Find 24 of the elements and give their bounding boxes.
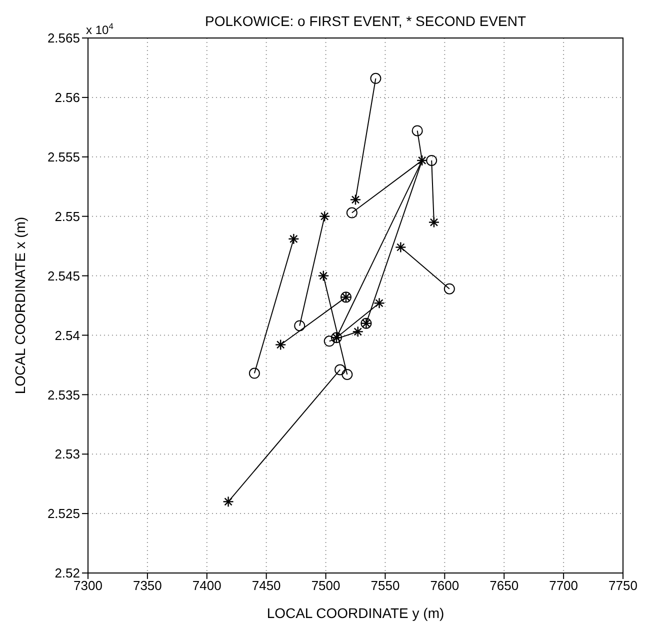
- x-tick-label: 7550: [370, 578, 400, 594]
- x-axis-title: LOCAL COORDINATE y (m): [266, 605, 444, 621]
- x-tick-label: 7750: [608, 578, 638, 594]
- x-tick-label: 7300: [74, 578, 102, 594]
- y-axis-title: LOCAL COORDINATE x (m): [12, 216, 28, 394]
- y-tick-label: 2.55: [54, 208, 80, 224]
- x-tick-label: 7350: [132, 578, 162, 594]
- y-tick-label: 2.555: [47, 150, 80, 165]
- y-tick-label: 2.54: [54, 328, 80, 343]
- x-tick-label: 7700: [549, 578, 578, 594]
- y-tick-label: 2.56: [54, 90, 80, 106]
- x-tick-label: 7600: [430, 578, 460, 594]
- x-tick-label: 7400: [192, 578, 222, 594]
- x-tick-label: 7500: [311, 578, 340, 594]
- text: x 10$^{4}$: [86, 21, 114, 37]
- y-tick-label: 2.545: [47, 268, 80, 284]
- x-tick-label: 7450: [252, 578, 281, 594]
- x-tick-label: 7650: [490, 578, 519, 594]
- y-tick-label: 2.535: [47, 387, 80, 402]
- y-tick-label: 2.525: [47, 506, 80, 522]
- y-tick-label: 2.53: [54, 446, 80, 462]
- y-tick-label: 2.52: [54, 566, 80, 581]
- y-tick-label: 2.565: [47, 30, 80, 46]
- chart-title: POLKOWICE: o FIRST EVENT, * SECOND EVENT: [204, 13, 526, 29]
